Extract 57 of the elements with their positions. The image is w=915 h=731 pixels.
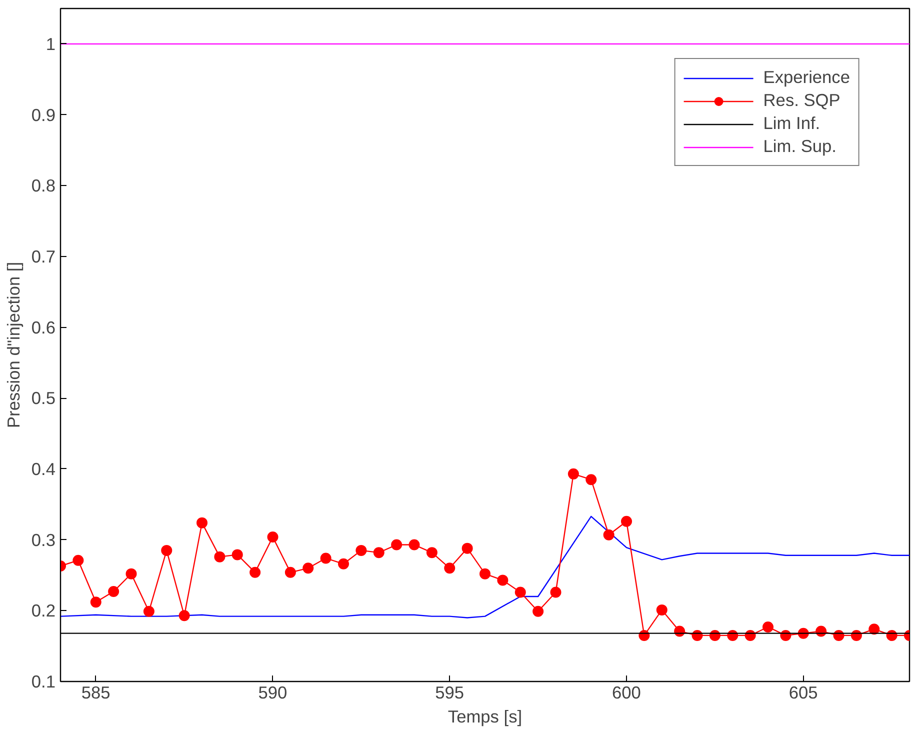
point xyxy=(267,531,278,542)
x-axis-title: Temps [s] xyxy=(448,706,522,726)
point xyxy=(550,586,562,598)
x-tick-label: 590 xyxy=(258,682,288,702)
y-tick-label: 0.3 xyxy=(31,530,56,550)
point xyxy=(462,542,473,554)
point xyxy=(214,551,226,562)
point xyxy=(568,468,579,480)
y-tick-label: 0.2 xyxy=(31,600,56,621)
legend-label: Lim. Sup. xyxy=(763,136,836,157)
y-tick-label: 0.6 xyxy=(31,317,56,338)
point xyxy=(196,517,208,528)
point xyxy=(762,621,774,632)
x-tick-label: 595 xyxy=(435,682,464,702)
point xyxy=(514,586,526,598)
point xyxy=(656,604,668,616)
point xyxy=(391,539,402,550)
point xyxy=(480,568,490,580)
y-tick-label: 0.7 xyxy=(31,246,56,266)
y-tick-label: 0.9 xyxy=(31,104,56,125)
point xyxy=(621,516,632,527)
point xyxy=(90,596,102,608)
point xyxy=(868,624,880,635)
point xyxy=(72,554,84,566)
point xyxy=(603,529,614,540)
line-series xyxy=(60,516,910,618)
y-tick-label: 1 xyxy=(46,34,56,54)
point xyxy=(126,568,137,580)
point xyxy=(232,549,243,560)
y-tick-label: 0.4 xyxy=(31,458,56,479)
y-axis-title: Pression d"injection [] xyxy=(3,262,24,428)
legend-label: Lim Inf. xyxy=(763,113,820,134)
y-tick-label: 0.5 xyxy=(31,388,56,408)
x-tick-label: 585 xyxy=(81,682,110,702)
y-tick-label: 0.8 xyxy=(31,176,56,196)
point xyxy=(532,606,544,617)
point xyxy=(320,552,332,564)
point xyxy=(408,539,420,550)
y-tick-label: 0.1 xyxy=(31,672,56,692)
point xyxy=(338,558,349,570)
point xyxy=(373,547,384,558)
x-tick-label: 605 xyxy=(788,682,818,702)
point xyxy=(497,574,508,586)
point xyxy=(444,562,456,574)
legend-label: Experience xyxy=(763,67,850,88)
point xyxy=(586,474,597,486)
point xyxy=(178,610,190,622)
point xyxy=(161,544,172,556)
point xyxy=(356,544,367,556)
x-tick-label: 600 xyxy=(612,682,641,702)
point xyxy=(302,562,314,574)
point xyxy=(426,547,438,558)
point xyxy=(108,586,120,598)
point xyxy=(284,566,296,578)
legend-label: Res. SQP xyxy=(763,90,840,111)
point xyxy=(250,566,261,578)
point xyxy=(143,606,154,617)
